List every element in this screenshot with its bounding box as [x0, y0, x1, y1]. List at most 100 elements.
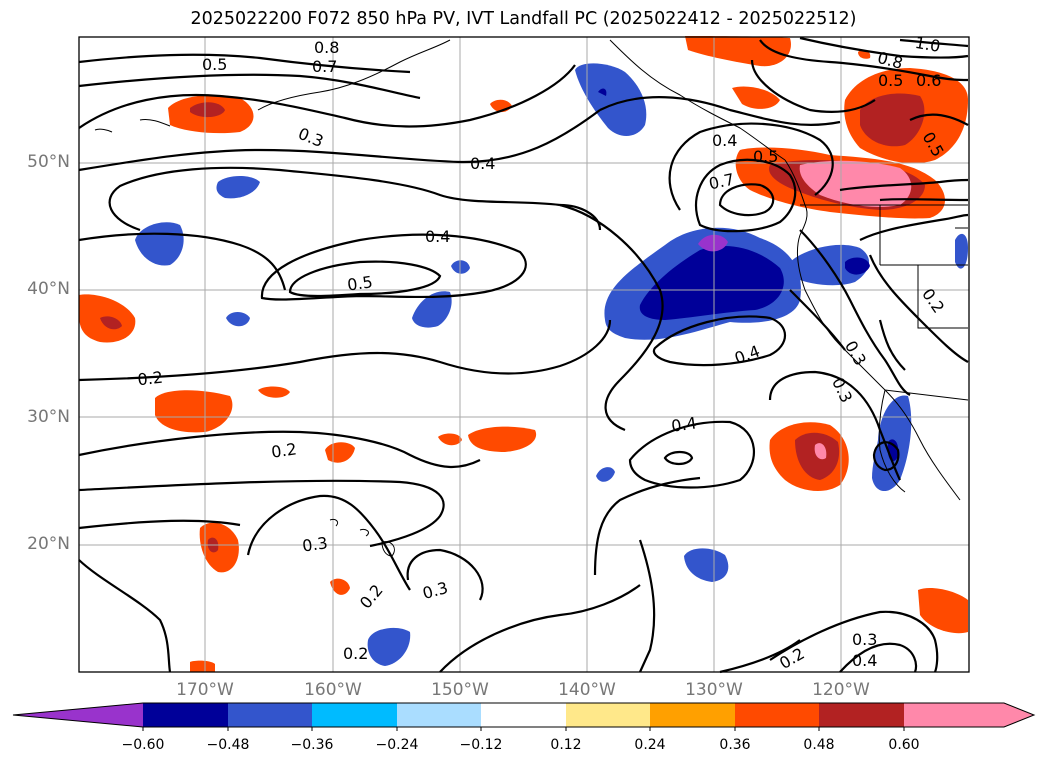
- contour-label: 0.7: [312, 57, 337, 76]
- lat-label: 20°N: [27, 534, 70, 554]
- contour-label: 0.3: [301, 533, 329, 555]
- contour-line: [78, 479, 445, 548]
- contour-line: [246, 494, 411, 591]
- contour-line: [78, 559, 172, 673]
- colorbar: [12, 702, 1036, 731]
- contour-line: [899, 38, 969, 48]
- positive-blob-7: [325, 442, 355, 463]
- contour-line: [638, 539, 656, 673]
- negative-blob-6: [367, 627, 411, 666]
- colorbar-segment: [566, 703, 650, 727]
- negative-blob-7: [684, 548, 729, 582]
- contour-line: [78, 73, 421, 100]
- contour-label: 0.4: [670, 413, 698, 435]
- contour-line: [260, 233, 527, 301]
- contour-line: [652, 315, 787, 367]
- contour-label: 0.5: [878, 71, 903, 90]
- colorbar-segment: [312, 703, 397, 727]
- positive-blob-bc-core: [860, 93, 925, 147]
- contour-label: 0.2: [136, 368, 163, 390]
- contour-line: [768, 370, 901, 481]
- pc-shading: [79, 36, 968, 672]
- contour-label: 0.7: [707, 170, 736, 194]
- contour-label: 0.2: [776, 644, 808, 673]
- contour-line: [439, 584, 641, 673]
- contour-label: 0.4: [852, 651, 877, 670]
- contour-label: 0.2: [343, 644, 368, 663]
- negative-blob-8: [596, 467, 615, 482]
- contour-line: [78, 430, 481, 469]
- positive-blob-left-core: [100, 316, 122, 330]
- colorbar-tick-label: 0.12: [550, 737, 582, 753]
- coast-alaska: [257, 39, 786, 161]
- negative-blob-ak-core: [598, 88, 607, 96]
- state-lines: [879, 205, 968, 329]
- lon-label: 120°W: [812, 680, 870, 700]
- coastlines: [94, 39, 969, 557]
- colorbar-segment: [650, 703, 735, 727]
- colorbar-tick-label: −0.36: [290, 737, 334, 753]
- lon-label: 160°W: [304, 680, 362, 700]
- coast-baja: [878, 389, 906, 493]
- contour-line: [859, 213, 969, 241]
- contour-labels: 0.5 0.7 0.8 0.3 0.4 0.4 0.5 0.2 0.2 0.3 …: [136, 33, 948, 673]
- positive-blob-9: [330, 578, 350, 595]
- positive-blob-8: [199, 522, 239, 573]
- contour-label: 0.4: [732, 341, 762, 368]
- negative-blob-west: [135, 222, 184, 266]
- positive-blob-5: [438, 433, 462, 446]
- negative-peak: [698, 234, 728, 252]
- lon-label: 170°W: [176, 680, 234, 700]
- positive-blob-11: [190, 660, 215, 672]
- border-us-mex: [884, 389, 969, 401]
- contour-label: 0.5: [202, 55, 227, 74]
- positive-blob-ak-right: [732, 86, 780, 109]
- colorbar-tick-label: 0.48: [803, 737, 835, 753]
- contour-line: [78, 53, 411, 74]
- lat-label: 50°N: [27, 152, 70, 172]
- negative-blob-east-core: [845, 257, 870, 275]
- contour-line: [750, 59, 876, 114]
- contour-line: [789, 289, 846, 351]
- contour-label: 1.0: [914, 33, 942, 56]
- colorbar-tick-label: 0.60: [888, 737, 920, 753]
- colorbar-segment: [481, 703, 566, 727]
- colorbar-segment: [397, 703, 481, 727]
- contour-line: [78, 232, 287, 291]
- colorbar-extend-min: [13, 703, 143, 727]
- colorbar-tick-label: 0.36: [719, 737, 751, 753]
- contour-line: [593, 476, 701, 576]
- islands-aleutian: [94, 119, 171, 133]
- positive-blob-sw-ca-peak: [814, 443, 827, 460]
- contour-line: [839, 642, 918, 673]
- colorbar-segment: [735, 703, 819, 727]
- contour-label: 0.2: [270, 439, 298, 461]
- contour-label: 0.3: [421, 578, 451, 603]
- contour-label: 0.5: [753, 147, 778, 166]
- positive-blob-mid: [155, 390, 233, 433]
- positive-blob-nw-core: [190, 102, 225, 118]
- colorbar-segment: [143, 703, 228, 727]
- lon-label: 140°W: [558, 680, 616, 700]
- colorbar-tick-label: −0.60: [121, 737, 165, 753]
- contour-line: [628, 420, 755, 489]
- contour-line: [668, 122, 834, 211]
- colorbar-segment: [228, 703, 312, 727]
- contour-label: 0.4: [425, 227, 450, 246]
- contour-line: [718, 183, 775, 217]
- contour-label: 0.3: [852, 630, 877, 649]
- positive-blob-6: [468, 426, 537, 452]
- chart-title: 2025022200 F072 850 hPa PV, IVT Landfall…: [190, 9, 857, 29]
- contour-label: 0.8: [314, 38, 339, 57]
- negative-blob-3: [412, 291, 452, 328]
- positive-blob-se: [918, 588, 968, 634]
- colorbar-tick-label: −0.24: [375, 737, 419, 753]
- contour-line: [872, 441, 900, 472]
- lat-label: 30°N: [27, 407, 70, 427]
- contour-label: 0.4: [470, 154, 495, 173]
- contour-line: [759, 39, 969, 82]
- contour-label: 0.3: [828, 375, 856, 406]
- contour-line: [695, 158, 797, 233]
- contour-label: 0.4: [712, 131, 737, 150]
- lon-label: 150°W: [431, 680, 489, 700]
